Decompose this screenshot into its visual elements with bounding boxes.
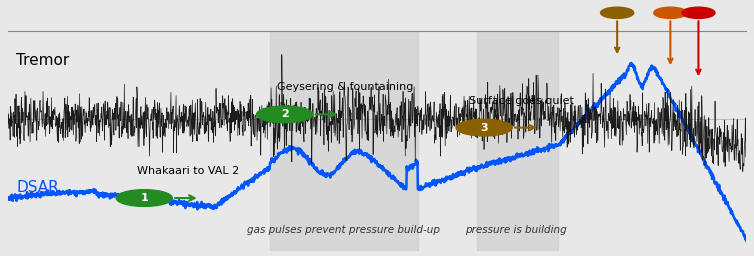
Text: 6: 6 (694, 6, 703, 19)
Text: 4: 4 (613, 6, 621, 19)
Text: 5: 5 (666, 6, 675, 19)
Text: 2: 2 (280, 109, 289, 119)
Circle shape (456, 119, 512, 136)
Bar (477, 31, 558, 251)
Text: 1: 1 (140, 193, 148, 203)
Text: Whakaari to VAL 2: Whakaari to VAL 2 (137, 166, 239, 176)
Circle shape (116, 190, 173, 206)
Text: pressure is building: pressure is building (465, 226, 567, 236)
Text: gas pulses prevent pressure build-up: gas pulses prevent pressure build-up (247, 226, 440, 236)
Circle shape (256, 106, 313, 123)
Text: Geysering & fountaining: Geysering & fountaining (277, 82, 414, 92)
Text: DSAR: DSAR (17, 180, 59, 195)
Bar (270, 31, 418, 251)
Text: Tremor: Tremor (17, 53, 69, 68)
Text: Surface goes quiet: Surface goes quiet (469, 95, 575, 105)
Text: 3: 3 (480, 123, 488, 133)
